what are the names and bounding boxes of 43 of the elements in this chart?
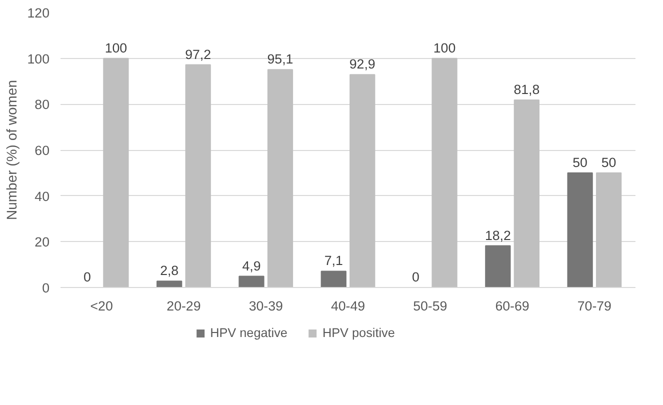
y-axis-title: Number (%) of women (3, 80, 20, 220)
x-tick-label: 70-79 (577, 298, 612, 314)
data-label: 18,2 (484, 228, 511, 243)
data-label: 100 (104, 40, 128, 56)
x-tick-label: 40-49 (330, 298, 366, 314)
data-label: 0 (83, 270, 91, 284)
bar (514, 100, 540, 288)
data-label: 97,2 (185, 46, 212, 62)
data-label: 7,1 (324, 253, 343, 268)
y-tick-label: 100 (27, 51, 50, 66)
bar (238, 276, 264, 288)
y-tick-label: 80 (34, 97, 50, 112)
x-tick-label: 30-39 (248, 298, 283, 314)
data-label: 100 (433, 40, 456, 56)
data-label: 2,8 (160, 263, 179, 278)
bar (350, 74, 376, 288)
x-tick-label: 50-59 (413, 298, 448, 314)
y-tick-label: 60 (34, 143, 50, 158)
legend-label: HPV positive (322, 326, 395, 340)
x-tick-label: <20 (90, 298, 113, 314)
data-label: 50 (601, 154, 616, 170)
y-tick-label: 20 (34, 234, 50, 250)
bar (103, 58, 129, 288)
bar (567, 172, 593, 288)
bar (485, 245, 511, 288)
y-tick-label: 0 (42, 280, 50, 296)
bar (432, 58, 458, 288)
data-label: 95,1 (267, 52, 294, 67)
x-tick-label: 60-69 (495, 298, 530, 314)
data-label: 81,8 (514, 82, 540, 98)
bar (596, 172, 622, 288)
bar (156, 280, 182, 288)
legend-label: HPV negative (210, 326, 288, 340)
y-tick-label: 40 (34, 188, 50, 204)
bar (185, 64, 211, 288)
data-label: 92,9 (349, 56, 376, 72)
data-label: 0 (412, 270, 420, 284)
bar (320, 270, 346, 288)
data-label: 50 (572, 154, 588, 170)
bar (267, 69, 294, 288)
data-label: 4,9 (242, 258, 261, 274)
y-tick-label: 120 (27, 6, 50, 20)
x-tick-label: 20-29 (166, 298, 201, 314)
